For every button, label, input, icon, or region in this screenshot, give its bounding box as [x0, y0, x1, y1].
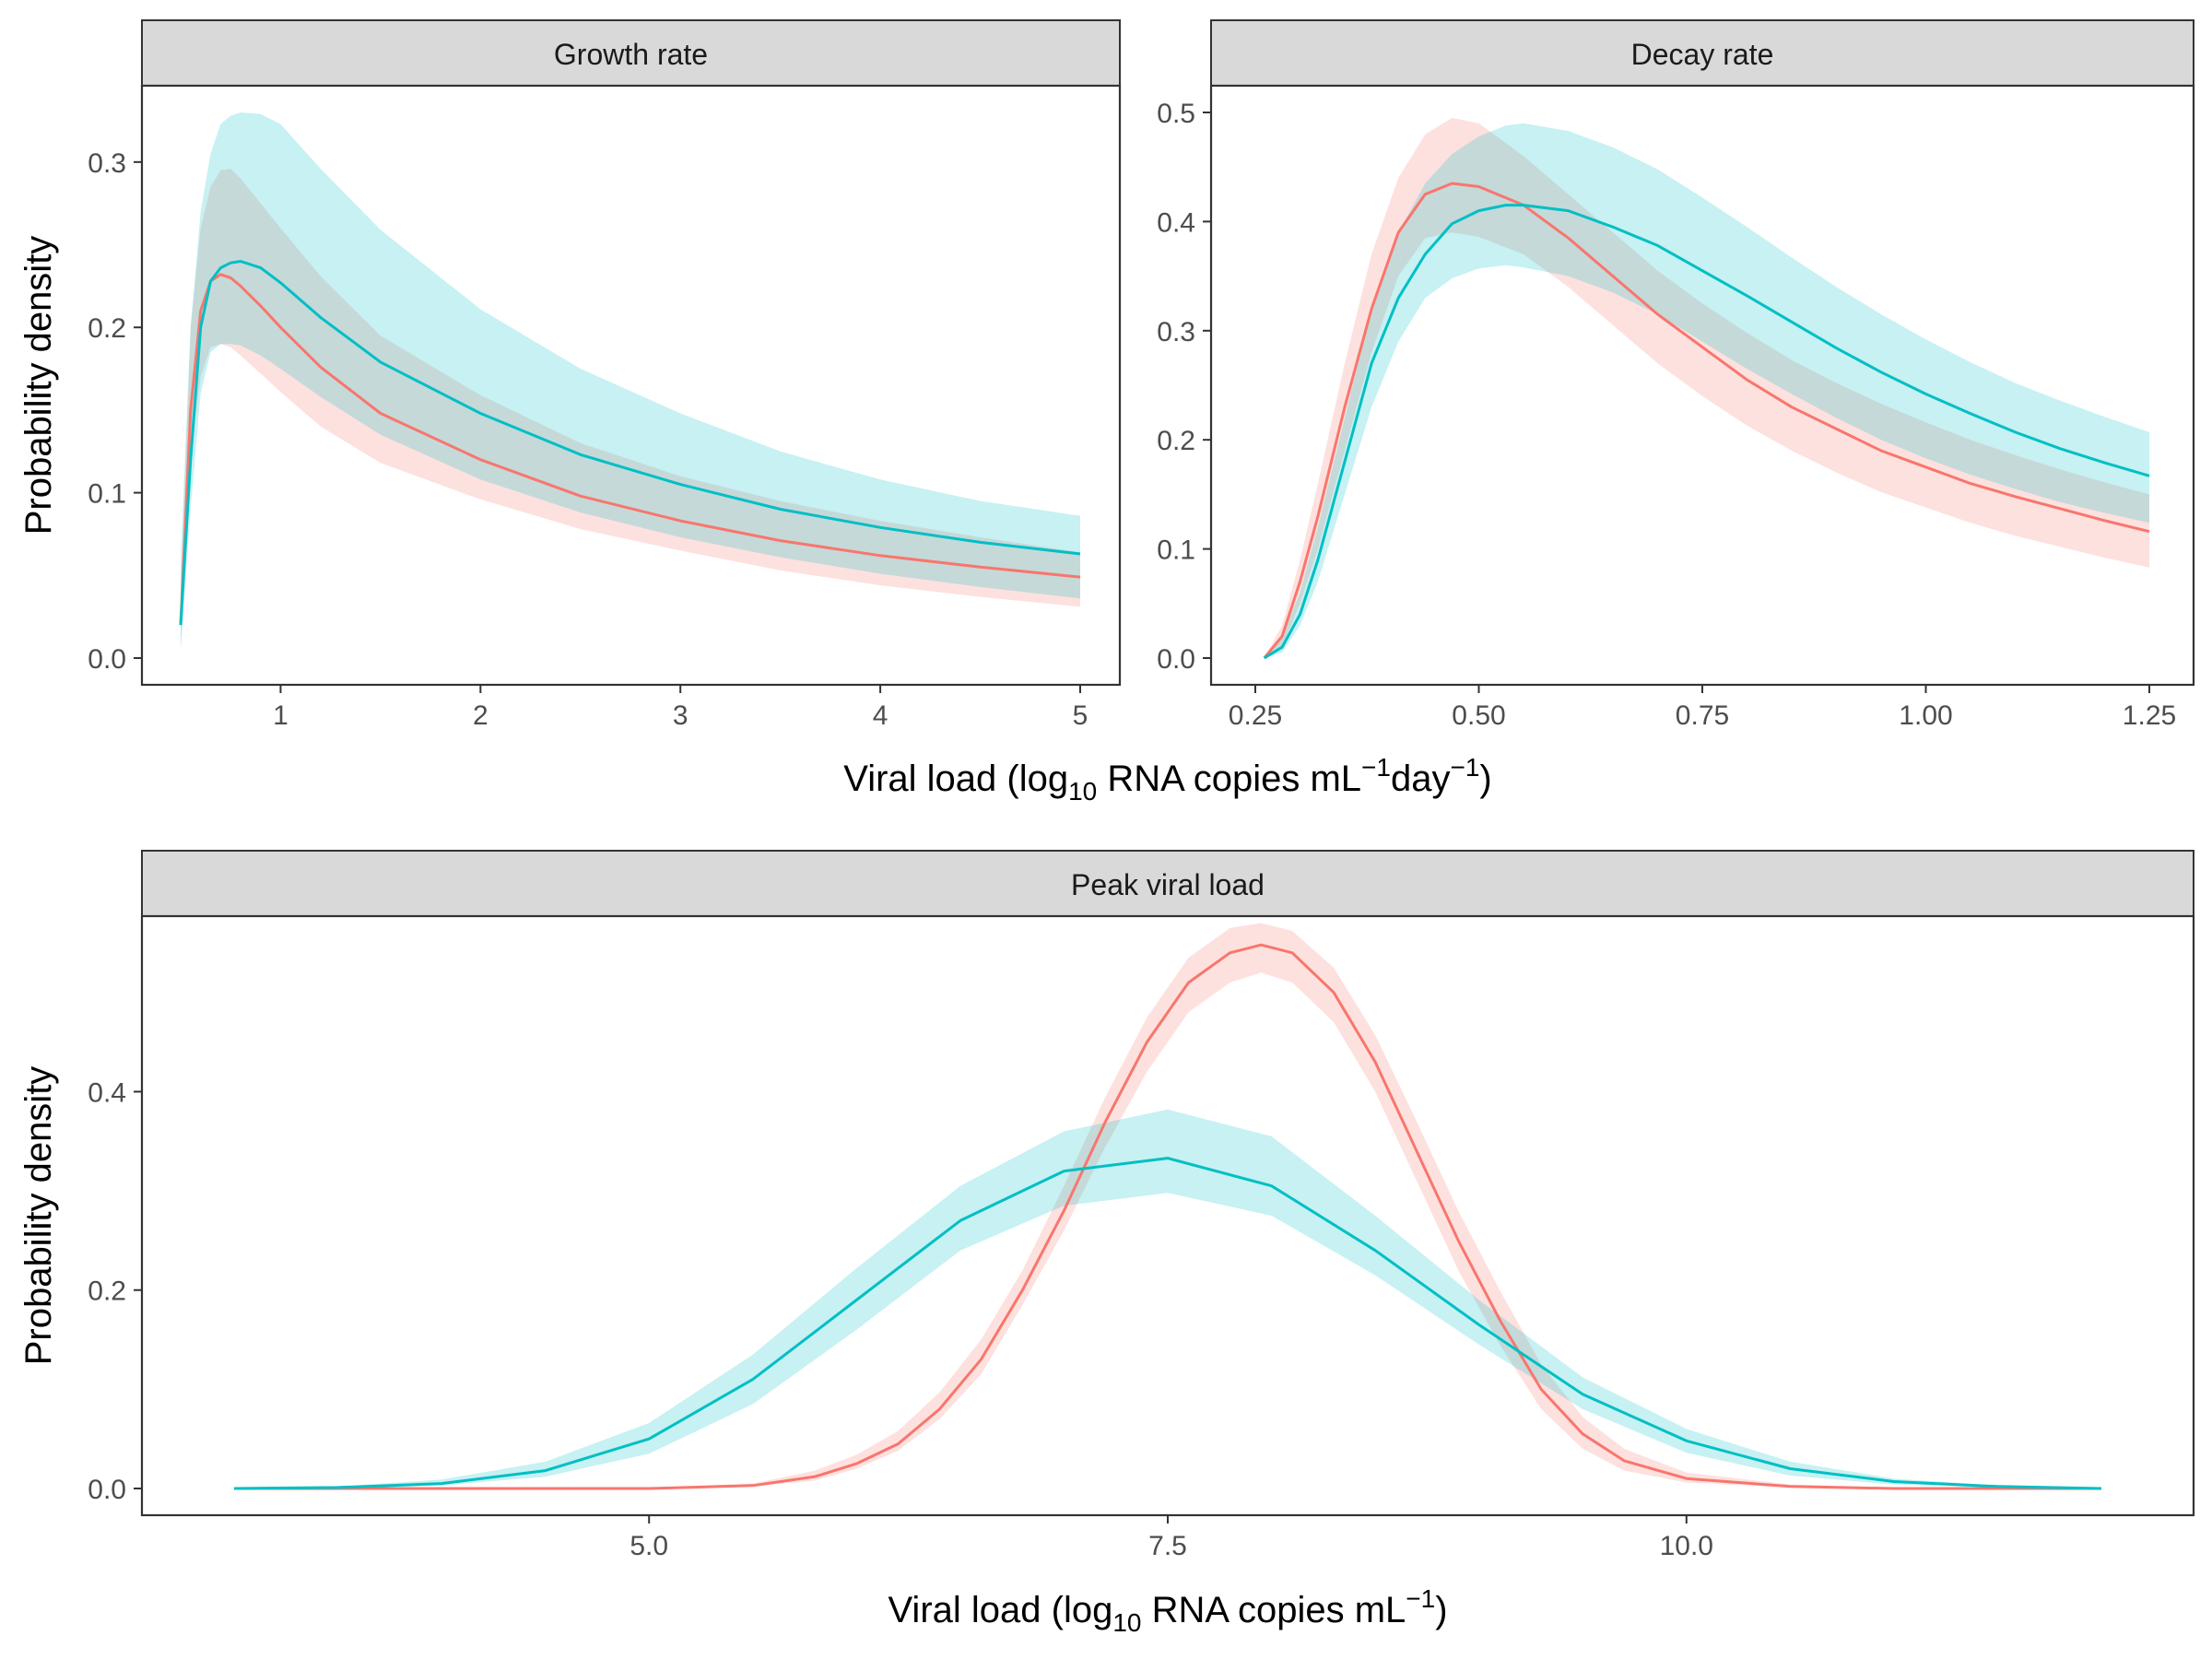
- panel-title: Growth rate: [554, 38, 708, 71]
- panel-decay-rate: Decay rate 0.25 0.50 0.75 1.00 1.250.00.10.2…: [1157, 19, 2195, 731]
- y-tick-label: 0.2: [1157, 426, 1195, 456]
- x-axis-title-bottom: Viral load (log10 RNA copies mL−1): [888, 1584, 1447, 1637]
- x-axis-title-superscript: −1: [1450, 753, 1479, 782]
- x-axis-title-top: Viral load (log10 RNA copies mL−1day−1): [843, 753, 1492, 806]
- series-1-line: [234, 943, 2101, 1490]
- axis-ticks: 5.0 7.5 10.0 0.0 0.2 0.4: [88, 1077, 1713, 1561]
- x-tick-label: 5.0: [629, 1531, 668, 1561]
- x-tick-label: 0.50: [1452, 700, 1505, 731]
- series-layer: [179, 112, 1081, 652]
- y-tick-label: 0.0: [1157, 644, 1195, 675]
- x-axis-title-subscript: 10: [1112, 1608, 1141, 1637]
- y-tick-label: 0.0: [88, 644, 126, 675]
- x-tick-label: 4: [873, 700, 888, 731]
- series-2-line: [179, 260, 1081, 626]
- y-tick-label: 0.0: [88, 1475, 126, 1505]
- y-tick-label: 0.2: [88, 1277, 126, 1307]
- series-layer: [233, 923, 2102, 1490]
- x-tick-label: 0.25: [1229, 700, 1282, 731]
- series-layer: [1263, 117, 2150, 660]
- panel-title: Decay rate: [1631, 38, 1774, 71]
- x-axis-title-part: Viral load (log: [888, 1590, 1112, 1630]
- y-tick-label: 0.2: [88, 313, 126, 344]
- y-tick-label: 0.4: [88, 1077, 126, 1108]
- y-axis-title-bottom: Probability density: [18, 1066, 59, 1366]
- x-axis-title-part: day: [1391, 759, 1451, 799]
- axis-ticks: 1 2 3 4 5 0.0 0.1 0.2 0.3: [88, 148, 1088, 731]
- x-axis-title-part: Viral load (log: [843, 759, 1068, 799]
- y-tick-label: 0.1: [88, 479, 126, 510]
- y-tick-label: 0.4: [1157, 207, 1195, 238]
- y-tick-label: 0.3: [1157, 317, 1195, 347]
- x-tick-label: 5: [1073, 700, 1088, 731]
- x-axis-title-part: ): [1479, 759, 1491, 799]
- series-1-ribbon: [1264, 117, 2149, 658]
- axis-ticks: 0.25 0.50 0.75 1.00 1.25 0.0 0.1 0.2 0.3 0.4 0.5: [1157, 99, 2176, 731]
- series-2-ribbon: [181, 112, 1080, 652]
- x-tick-label: 1.00: [1899, 700, 1952, 731]
- panel-strip: [141, 850, 2194, 917]
- series-1-ribbon: [234, 923, 2101, 1488]
- panel-strip: [1210, 19, 2194, 87]
- x-tick-label: 1.25: [2123, 700, 2176, 731]
- x-tick-label: 0.75: [1676, 700, 1729, 731]
- panel-border: [140, 84, 1122, 687]
- panel-title: Peak viral load: [1071, 868, 1265, 901]
- x-axis-title-subscript: 10: [1068, 777, 1097, 806]
- y-axis-title-top: Probability density: [18, 236, 59, 535]
- y-tick-label: 0.1: [1157, 535, 1195, 566]
- series-2-line: [1263, 204, 2150, 660]
- x-tick-label: 10.0: [1660, 1531, 1713, 1561]
- x-tick-label: 1: [273, 700, 288, 731]
- x-axis-title-superscript: −1: [1361, 753, 1391, 782]
- panel-growth-rate: Growth rate 1 2 3 4 5 0.0 0.1 0.2 0.3: [88, 19, 1122, 731]
- x-tick-label: 2: [473, 700, 488, 731]
- x-axis-title-part: ): [1435, 1590, 1447, 1630]
- series-2-ribbon: [1264, 123, 2149, 659]
- y-tick-label: 0.5: [1157, 99, 1195, 129]
- x-axis-title-part: RNA copies mL: [1141, 1590, 1406, 1630]
- x-axis-title-part: RNA copies mL: [1097, 759, 1361, 799]
- x-axis-title-superscript: −1: [1406, 1584, 1435, 1613]
- series-1-line: [1263, 182, 2150, 659]
- panel-strip: [141, 19, 1121, 87]
- y-tick-label: 0.3: [88, 148, 126, 179]
- x-tick-label: 3: [673, 700, 688, 731]
- x-tick-label: 7.5: [1148, 1531, 1187, 1561]
- series-2-line: [233, 1157, 2102, 1490]
- panel-peak-viral-load: Peak viral load 5.0 7.5 10.0 0.0 0.2 0.4: [88, 850, 2195, 1561]
- series-2-ribbon: [234, 1109, 2101, 1488]
